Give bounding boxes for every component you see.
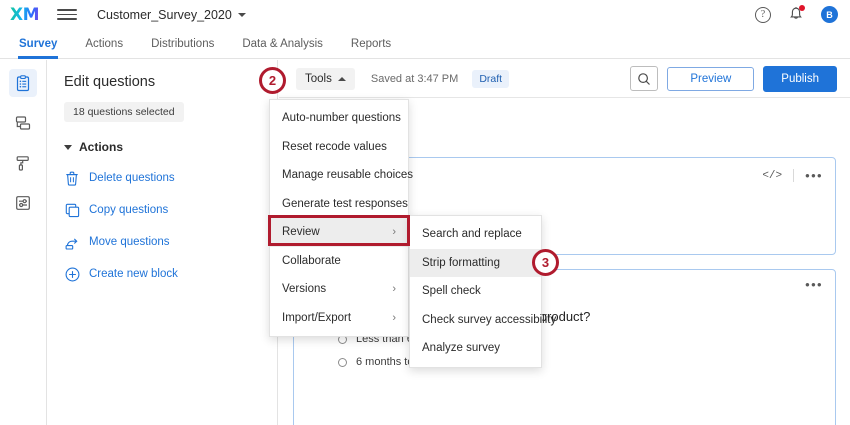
look-and-feel-icon[interactable] [9, 149, 37, 177]
question-card-tools: </> ••• [762, 169, 823, 182]
submenu-item-strip-formatting[interactable]: Strip formatting [410, 248, 541, 277]
menu-item-auto-number-questions[interactable]: Auto-number questions [270, 104, 408, 133]
top-bar: XM Customer_Survey_2020 ? B [0, 0, 850, 29]
icon-rail [0, 60, 47, 425]
delete-questions-label: Delete questions [89, 172, 175, 184]
tools-button[interactable]: Tools [296, 67, 355, 90]
menu-item-label: Check survey accessibility [422, 313, 557, 326]
code-icon[interactable]: </> [762, 169, 783, 182]
menu-item-collaborate[interactable]: Collaborate [270, 247, 408, 276]
tools-button-label: Tools [305, 72, 332, 85]
survey-toolbar: Tools Saved at 3:47 PM Draft Preview Pub… [279, 60, 850, 98]
toolbar-actions: Preview Publish [630, 65, 837, 92]
survey-flow-icon[interactable] [9, 109, 37, 137]
menu-item-generate-test-responses[interactable]: Generate test responses [270, 190, 408, 219]
annotation-step-3: 3 [532, 249, 559, 276]
menu-item-label: Review [282, 226, 320, 239]
menu-item-label: Analyze survey [422, 342, 500, 355]
actions-section-toggle[interactable]: Actions [64, 140, 277, 154]
chevron-down-icon [237, 12, 246, 17]
status-badge: Draft [472, 69, 510, 88]
review-submenu: Search and replace Strip formatting Spel… [409, 215, 556, 368]
survey-options-icon[interactable] [9, 189, 37, 217]
copy-questions-label: Copy questions [89, 204, 169, 216]
more-options-icon[interactable]: ••• [805, 167, 823, 183]
more-options-icon[interactable]: ••• [805, 277, 823, 292]
tab-distributions[interactable]: Distributions [151, 37, 215, 50]
menu-item-review[interactable]: Review › [270, 218, 408, 247]
menu-item-label: Collaborate [282, 254, 341, 267]
delete-questions-button[interactable]: Delete questions [64, 170, 277, 186]
menu-item-label: Versions [282, 283, 327, 296]
notifications-bell-icon[interactable] [788, 5, 805, 23]
actions-section-label: Actions [79, 140, 124, 154]
chevron-right-icon: › [392, 311, 396, 324]
search-icon[interactable] [630, 66, 659, 91]
page-title: Edit questions [64, 74, 156, 90]
hamburger-icon[interactable] [57, 9, 78, 20]
tools-dropdown-menu: Auto-number questions Reset recode value… [269, 99, 413, 337]
notification-badge-dot [799, 5, 805, 11]
tab-survey[interactable]: Survey [5, 29, 71, 59]
triangle-down-icon [64, 144, 72, 150]
radio-icon[interactable] [338, 357, 347, 367]
move-questions-label: Move questions [89, 236, 170, 248]
submenu-item-analyze-survey[interactable]: Analyze survey [410, 334, 541, 363]
menu-item-reset-recode-values[interactable]: Reset recode values [270, 133, 408, 162]
plus-circle-icon [64, 266, 80, 282]
saved-status: Saved at 3:47 PM [370, 72, 459, 85]
menu-item-label: Import/Export [282, 311, 352, 324]
annotation-step-2: 2 [259, 67, 286, 94]
help-icon[interactable]: ? [755, 6, 771, 23]
chevron-up-icon [337, 76, 346, 81]
project-name-label: Customer_Survey_2020 [97, 7, 232, 22]
create-new-block-button[interactable]: Create new block [64, 266, 277, 282]
menu-item-manage-reusable-choices[interactable]: Manage reusable choices [270, 161, 413, 190]
menu-item-label: Spell check [422, 285, 481, 298]
move-icon [64, 234, 80, 250]
menu-item-versions[interactable]: Versions › [270, 275, 408, 304]
menu-item-label: Auto-number questions [282, 112, 401, 125]
submenu-item-check-survey-accessibility[interactable]: Check survey accessibility [410, 306, 556, 335]
project-name-dropdown[interactable]: Customer_Survey_2020 [97, 8, 246, 22]
trash-icon [64, 170, 80, 186]
survey-builder-icon[interactable] [9, 69, 37, 97]
divider [793, 169, 795, 182]
top-bar-actions: ? B [755, 5, 838, 23]
nav-tabs: Survey Actions Distributions Data & Anal… [0, 29, 850, 59]
menu-item-label: Manage reusable choices [282, 169, 414, 182]
tab-data-analysis[interactable]: Data & Analysis [242, 37, 323, 50]
tab-actions[interactable]: Actions [85, 37, 124, 50]
menu-item-label: Strip formatting [422, 256, 500, 269]
menu-item-import-export[interactable]: Import/Export › [270, 304, 408, 333]
submenu-item-spell-check[interactable]: Spell check [410, 277, 541, 306]
menu-item-label: Reset recode values [282, 140, 387, 153]
publish-button[interactable]: Publish [763, 65, 837, 92]
edit-questions-panel: Edit questions 18 questions selected Act… [48, 60, 278, 425]
avatar[interactable]: B [821, 6, 838, 23]
selection-count-badge: 18 questions selected [64, 102, 184, 122]
copy-icon [64, 202, 80, 218]
copy-questions-button[interactable]: Copy questions [64, 202, 277, 218]
tab-reports[interactable]: Reports [350, 37, 392, 50]
move-questions-button[interactable]: Move questions [64, 234, 277, 250]
chevron-right-icon: › [392, 226, 396, 239]
menu-item-label: Generate test responses [282, 197, 408, 210]
chevron-right-icon: › [392, 283, 396, 296]
menu-item-label: Search and replace [422, 228, 522, 241]
question-card-tools: ••• [805, 277, 823, 292]
submenu-item-search-and-replace[interactable]: Search and replace [410, 220, 541, 249]
create-new-block-label: Create new block [89, 268, 178, 280]
preview-button[interactable]: Preview [667, 66, 755, 91]
xm-logo: XM [10, 4, 40, 25]
